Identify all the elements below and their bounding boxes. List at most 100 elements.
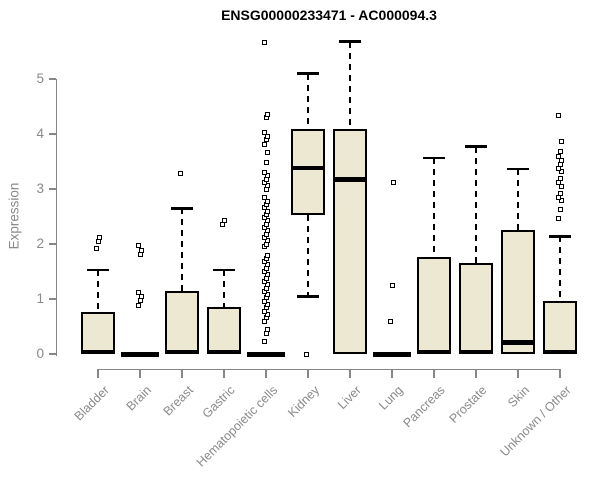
outlier-point xyxy=(265,183,271,189)
boxplot-box xyxy=(291,128,325,216)
y-tick-label: 4 xyxy=(36,126,44,141)
outlier-point xyxy=(555,180,561,186)
outlier-point xyxy=(557,207,563,213)
outlier-point xyxy=(557,191,563,197)
outlier-point xyxy=(265,292,271,298)
outlier-point xyxy=(265,228,271,234)
whisker-line xyxy=(517,169,519,230)
x-tick xyxy=(391,368,393,378)
y-tick xyxy=(48,133,56,135)
y-tick xyxy=(48,78,56,80)
x-axis-line xyxy=(97,368,561,370)
median-line xyxy=(502,340,534,345)
outlier-point xyxy=(97,234,103,240)
x-tick xyxy=(223,368,225,378)
boxplot-box xyxy=(165,290,199,354)
boxplot-box xyxy=(207,306,241,354)
whisker-line xyxy=(475,146,477,263)
outlier-point xyxy=(93,246,99,252)
outlier-point xyxy=(135,243,141,249)
whisker-line xyxy=(307,215,309,297)
y-tick xyxy=(48,298,56,300)
whisker-cap xyxy=(339,40,361,43)
outlier-point xyxy=(135,289,141,295)
outlier-point xyxy=(261,170,267,175)
y-tick xyxy=(48,243,56,245)
outlier-point xyxy=(265,238,271,244)
outlier-point xyxy=(95,239,101,245)
outlier-point xyxy=(265,173,271,179)
median-line xyxy=(544,349,576,354)
median-line xyxy=(292,165,324,171)
outlier-point xyxy=(265,326,271,332)
outlier-point xyxy=(261,339,267,345)
y-tick-label: 1 xyxy=(36,291,44,306)
whisker-cap xyxy=(171,207,193,210)
outlier-point xyxy=(263,160,269,166)
x-tick xyxy=(307,368,309,378)
x-tick-label: Skin xyxy=(504,382,532,410)
y-tick-label: 3 xyxy=(36,181,44,196)
whisker-cap xyxy=(507,167,529,171)
median-line xyxy=(460,349,492,354)
outlier-point xyxy=(557,175,563,181)
outlier-point xyxy=(221,218,227,224)
whisker-cap xyxy=(465,145,487,148)
whisker-line xyxy=(349,41,351,130)
whisker-cap xyxy=(549,235,571,238)
x-tick-label: Brain xyxy=(123,382,154,414)
whisker-cap xyxy=(297,72,319,75)
x-tick-label: Unknown / Other xyxy=(497,382,574,459)
median-line xyxy=(166,349,198,354)
outlier-point xyxy=(557,149,563,155)
x-tick xyxy=(181,368,183,378)
median-line xyxy=(208,349,240,354)
outlier-point xyxy=(265,198,271,204)
outlier-point xyxy=(389,282,395,288)
boxplot-box xyxy=(81,312,115,354)
outlier-point xyxy=(265,133,271,139)
chart-title: ENSG00000233471 - AC000094.3 xyxy=(221,7,437,23)
outlier-point xyxy=(303,351,309,357)
whisker-line xyxy=(223,269,225,307)
whisker-line xyxy=(307,73,309,129)
outlier-point xyxy=(265,111,271,117)
x-tick-label: Gastric xyxy=(200,382,238,421)
outlier-point xyxy=(391,180,397,186)
x-tick-label: Hematopoietic cells xyxy=(193,382,280,470)
x-tick-label: Lung xyxy=(376,382,406,413)
outlier-point xyxy=(265,272,271,278)
whisker-cap xyxy=(297,295,319,298)
x-tick xyxy=(517,368,519,378)
outlier-point xyxy=(135,302,141,308)
x-tick-label: Breast xyxy=(160,382,196,418)
outlier-point xyxy=(559,139,565,145)
x-tick-label: Bladder xyxy=(71,382,112,423)
median-line xyxy=(418,349,450,354)
whisker-cap xyxy=(87,268,109,272)
outlier-point xyxy=(555,215,561,221)
x-tick xyxy=(139,368,141,378)
y-tick-label: 2 xyxy=(36,236,44,251)
x-tick xyxy=(265,368,267,378)
outlier-point xyxy=(139,294,145,300)
boxplot-box xyxy=(333,129,367,354)
x-tick-label: Liver xyxy=(334,382,364,412)
outlier-point xyxy=(139,247,145,253)
collapsed-box xyxy=(247,351,285,357)
outlier-point xyxy=(555,153,561,159)
outlier-point xyxy=(265,218,271,224)
outlier-point xyxy=(559,198,565,204)
x-tick xyxy=(349,368,351,378)
x-tick xyxy=(559,368,561,378)
collapsed-box xyxy=(121,351,159,357)
median-line xyxy=(334,177,366,182)
outlier-point xyxy=(265,262,271,268)
outlier-point xyxy=(387,318,393,324)
collapsed-box xyxy=(373,351,411,357)
outlier-point xyxy=(265,282,271,288)
y-tick xyxy=(48,353,56,355)
outlier-point xyxy=(265,311,271,317)
boxplot-box xyxy=(501,229,535,354)
